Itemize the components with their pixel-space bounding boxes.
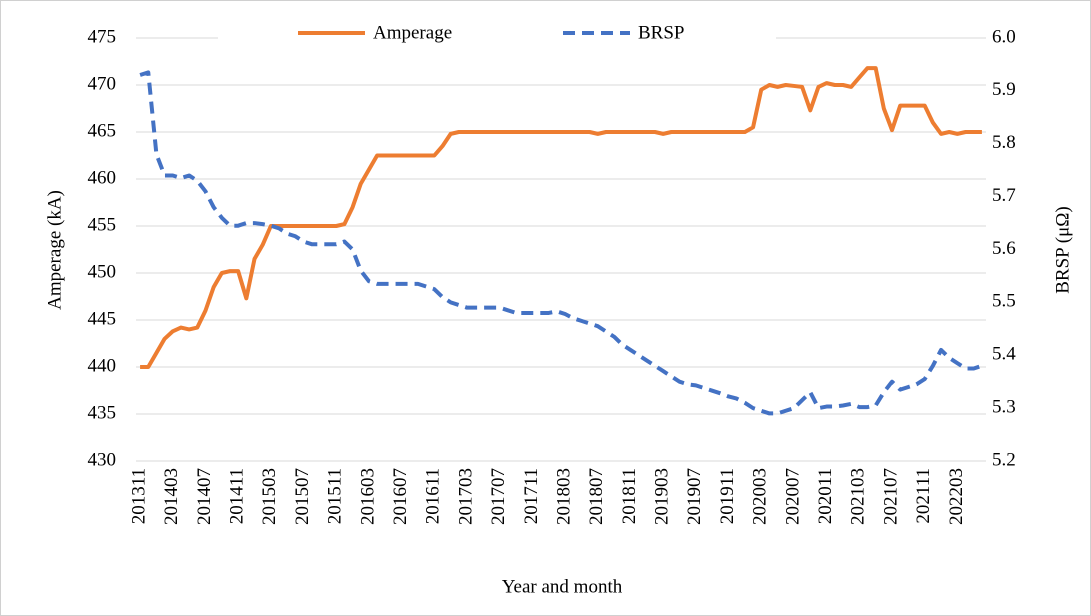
y2-tick-label: 5.2 — [992, 449, 1016, 470]
x-tick-label: 201607 — [390, 468, 411, 525]
series-line — [139, 70, 983, 416]
y-tick-label: 435 — [88, 402, 117, 423]
y-axis-title: Amperage (kA) — [44, 190, 65, 310]
x-tick-label: 201807 — [586, 468, 607, 525]
y2-tick-label: 6.0 — [992, 26, 1016, 47]
x-tick-label: 201311 — [128, 468, 149, 524]
y-tick-label: 475 — [88, 26, 117, 47]
x-tick-label: 201707 — [488, 468, 509, 525]
y-tick-label: 465 — [88, 120, 117, 141]
x-tick-label: 201703 — [455, 468, 476, 525]
legend-label: BRSP — [638, 22, 684, 43]
y-tick-label: 455 — [88, 214, 117, 235]
y2-axis-title: BRSP (μΩ) — [1052, 206, 1073, 294]
x-tick-label: 202003 — [750, 468, 771, 525]
y2-tick-label: 5.3 — [992, 396, 1016, 417]
y-tick-label: 470 — [88, 73, 117, 94]
x-tick-label: 202111 — [913, 468, 934, 524]
x-tick-label: 202011 — [815, 468, 836, 524]
y2-tick-label: 5.4 — [992, 344, 1016, 365]
x-tick-label: 201803 — [553, 468, 574, 525]
x-tick-label: 202107 — [880, 468, 901, 525]
y2-tick-label: 5.9 — [992, 79, 1016, 100]
x-tick-label: 201503 — [259, 468, 280, 525]
x-tick-label: 201411 — [227, 468, 248, 524]
y-tick-label: 430 — [88, 449, 117, 470]
x-tick-label: 202007 — [782, 468, 803, 525]
x-axis-title: Year and month — [502, 576, 623, 597]
x-tick-label: 202103 — [848, 468, 869, 525]
y-tick-label: 445 — [88, 308, 117, 329]
y-tick-label: 460 — [88, 167, 117, 188]
x-tick-label: 201711 — [521, 468, 542, 524]
y-tick-label: 440 — [88, 355, 117, 376]
series-line — [140, 66, 982, 369]
x-tick-label: 201511 — [325, 468, 346, 524]
y-tick-label: 450 — [88, 261, 117, 282]
legend-label: Amperage — [373, 22, 452, 43]
x-tick-label: 201811 — [619, 468, 640, 524]
y2-tick-label: 5.7 — [992, 185, 1016, 206]
x-tick-label: 201507 — [292, 468, 313, 525]
x-tick-label: 201407 — [194, 468, 215, 525]
x-tick-label: 201911 — [717, 468, 738, 524]
x-tick-label: 202203 — [946, 468, 967, 525]
x-tick-label: 201903 — [652, 468, 673, 525]
x-tick-label: 201611 — [423, 468, 444, 524]
x-tick-label: 201403 — [161, 468, 182, 525]
x-tick-label: 201603 — [357, 468, 378, 525]
x-tick-label: 201907 — [684, 468, 705, 525]
y2-tick-label: 5.6 — [992, 238, 1016, 259]
y2-tick-label: 5.5 — [992, 291, 1016, 312]
y2-tick-label: 5.8 — [992, 132, 1016, 153]
